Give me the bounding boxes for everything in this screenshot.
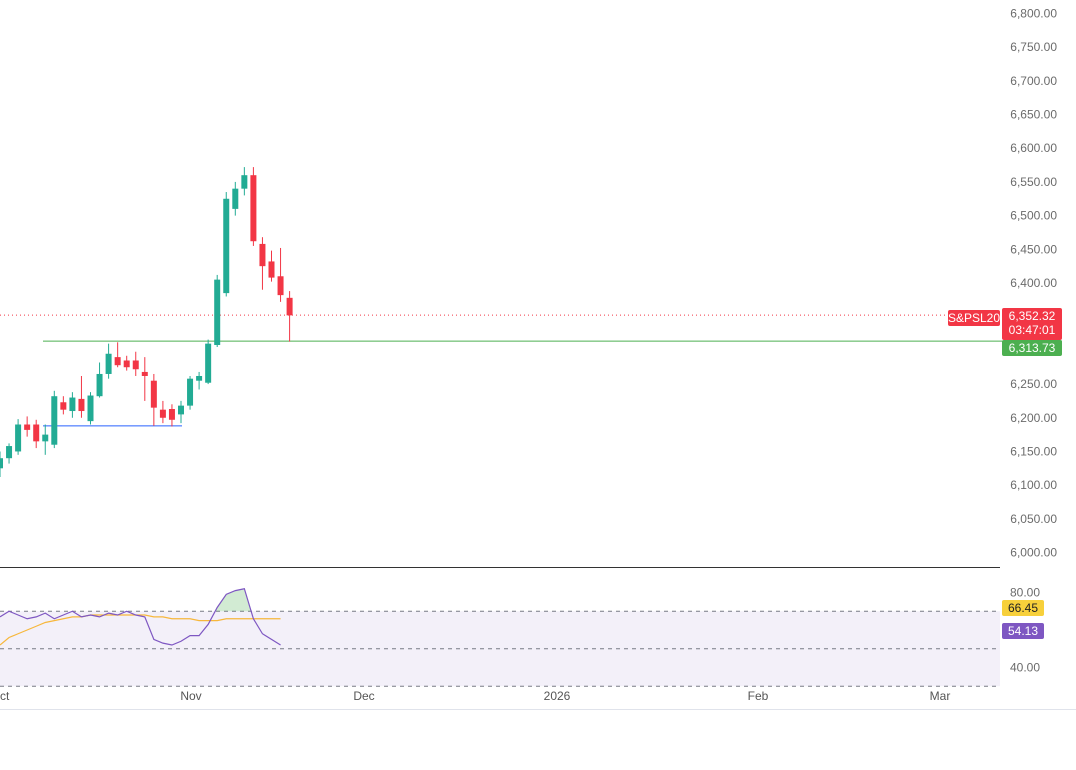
- candle-up[interactable]: [6, 446, 13, 459]
- rsi-line: [0, 588, 281, 646]
- y-tick-label: 6,750.00: [1010, 40, 1057, 54]
- price-pane[interactable]: [0, 167, 1062, 478]
- candle-up[interactable]: [96, 373, 103, 397]
- rsi-badges: 66.45 54.13: [1002, 600, 1044, 639]
- rsi-value-label: 54.13: [1008, 624, 1038, 638]
- y-tick-label: 6,450.00: [1010, 242, 1057, 256]
- candle-down[interactable]: [259, 243, 266, 267]
- candle-up[interactable]: [69, 397, 76, 412]
- y-tick-label: 6,800.00: [1010, 6, 1057, 20]
- candle-up[interactable]: [205, 343, 212, 383]
- y-tick-label: 6,700.00: [1010, 74, 1057, 88]
- candle-up[interactable]: [105, 353, 112, 374]
- candle-down[interactable]: [150, 380, 157, 408]
- y-tick-label: 6,150.00: [1010, 444, 1057, 458]
- candle-down[interactable]: [33, 424, 40, 442]
- candle-down[interactable]: [268, 261, 275, 278]
- x-label-dec: Dec: [353, 689, 374, 703]
- y-tick-label: 6,250.00: [1010, 377, 1057, 391]
- candle-up[interactable]: [51, 396, 58, 445]
- y-tick-label: 6,000.00: [1010, 546, 1057, 560]
- y-tick-label: 6,650.00: [1010, 108, 1057, 122]
- level-label: 6,313.73: [1009, 341, 1056, 355]
- y-tick-label: 6,200.00: [1010, 411, 1057, 425]
- price-axis[interactable]: 6,800.00 6,750.00 6,700.00 6,650.00 6,600.00…: [1010, 6, 1057, 559]
- candle-down[interactable]: [78, 398, 85, 412]
- candle-up[interactable]: [187, 378, 194, 406]
- rsi-overbought-fill: [215, 588, 252, 612]
- rsi-pane[interactable]: [0, 588, 1000, 687]
- candle-up[interactable]: [241, 175, 248, 189]
- candle-up[interactable]: [196, 375, 203, 381]
- candle-up[interactable]: [0, 458, 3, 469]
- y-tick-label: 6,100.00: [1010, 478, 1057, 492]
- last-price-label: 6,352.32: [1009, 309, 1056, 323]
- candle-up[interactable]: [42, 434, 49, 442]
- x-label-nov: Nov: [180, 689, 201, 703]
- y-tick-label: 6,550.00: [1010, 175, 1057, 189]
- candle-up[interactable]: [223, 198, 230, 294]
- rsi-tick-label: 40.00: [1010, 661, 1040, 675]
- x-label-feb: Feb: [748, 689, 769, 703]
- y-tick-label: 6,050.00: [1010, 512, 1057, 526]
- level-badge: [1002, 340, 1062, 356]
- last-price-badge: [1002, 308, 1062, 340]
- candle-up[interactable]: [15, 424, 22, 452]
- time-axis[interactable]: ct Nov Dec 2026 Feb Mar: [0, 689, 950, 703]
- candle-down[interactable]: [141, 371, 148, 376]
- candle-down[interactable]: [250, 175, 257, 242]
- rsi-ma-badge: [1002, 600, 1044, 616]
- y-tick-label: 6,400.00: [1010, 276, 1057, 290]
- rsi-ma-line: [0, 614, 281, 646]
- candle-down[interactable]: [60, 402, 67, 410]
- rsi-ma-label: 66.45: [1008, 601, 1038, 615]
- rsi-tick-label: 80.00: [1010, 586, 1040, 600]
- rsi-value-badge: [1002, 623, 1044, 639]
- candle-up[interactable]: [232, 188, 239, 209]
- candle-down[interactable]: [132, 360, 139, 370]
- candle-down[interactable]: [159, 409, 166, 418]
- y-tick-label: 6,600.00: [1010, 141, 1057, 155]
- x-label-oct: ct: [0, 689, 10, 703]
- symbol-label: S&PSL20: [948, 311, 1000, 325]
- candle-up[interactable]: [87, 395, 94, 422]
- y-tick-label: 6,500.00: [1010, 209, 1057, 223]
- candles-group: [0, 167, 293, 478]
- price-badges: S&PSL20 6,352.32 03:47:01 6,313.73: [948, 308, 1062, 356]
- candle-down[interactable]: [24, 424, 31, 430]
- countdown-label: 03:47:01: [1009, 323, 1056, 337]
- symbol-badge: [948, 310, 1000, 326]
- x-label-2026: 2026: [544, 689, 571, 703]
- candle-down[interactable]: [277, 276, 284, 296]
- candle-up[interactable]: [178, 405, 184, 415]
- candle-down[interactable]: [114, 357, 121, 366]
- candle-down[interactable]: [168, 409, 175, 420]
- candle-up[interactable]: [214, 279, 221, 345]
- x-label-mar: Mar: [930, 689, 951, 703]
- candle-down[interactable]: [286, 297, 293, 316]
- candle-down[interactable]: [123, 360, 130, 368]
